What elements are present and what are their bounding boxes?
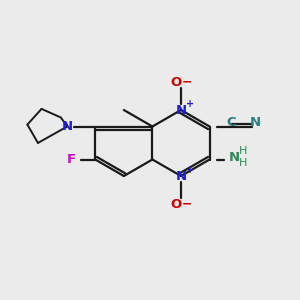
- Text: N: N: [229, 151, 240, 164]
- Text: C: C: [227, 116, 236, 129]
- Text: N: N: [176, 103, 187, 116]
- Text: O: O: [170, 76, 182, 88]
- Text: O: O: [170, 197, 182, 211]
- Text: H: H: [238, 158, 247, 169]
- Text: +: +: [186, 99, 194, 109]
- Text: H: H: [238, 146, 247, 157]
- Text: −: −: [182, 76, 192, 88]
- Text: −: −: [182, 197, 192, 211]
- Text: +: +: [186, 165, 194, 175]
- Text: N: N: [176, 169, 187, 182]
- Text: F: F: [67, 153, 76, 166]
- Text: N: N: [62, 120, 73, 133]
- Text: N: N: [250, 116, 261, 129]
